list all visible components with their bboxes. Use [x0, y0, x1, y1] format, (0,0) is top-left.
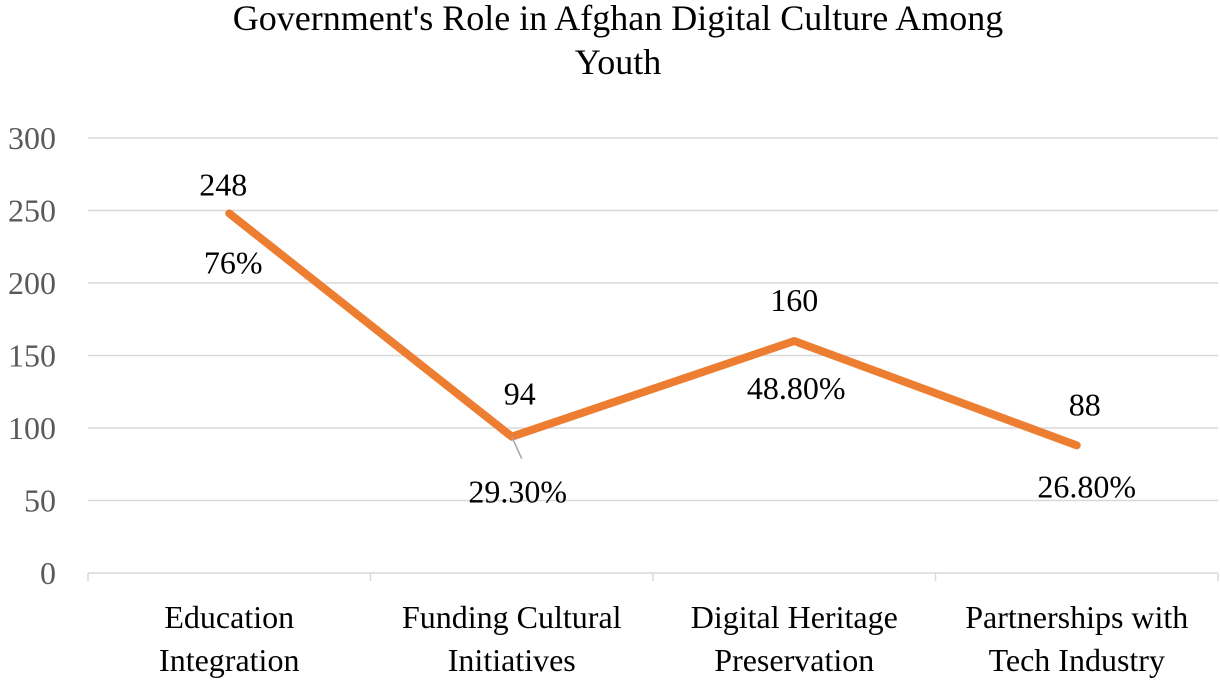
x-axis	[87, 572, 1219, 581]
y-axis-ticks: 0 50 100 150 200 250 300	[8, 120, 56, 591]
x-tick-label: Tech Industry	[989, 642, 1165, 678]
y-tick-label: 200	[8, 265, 56, 301]
data-point	[1075, 444, 1078, 447]
data-label-value: 94	[504, 376, 536, 412]
chart-title-line: Youth	[575, 42, 661, 82]
x-tick-label: Preservation	[714, 642, 874, 678]
x-tick-label: Education	[164, 599, 294, 635]
data-labels: 248 76% 94 29.30% 160 48.80% 88 26.80%	[199, 166, 1136, 509]
x-tick-label: Integration	[159, 642, 299, 678]
y-tick-label: 50	[24, 483, 56, 519]
data-label-percent: 76%	[204, 244, 263, 280]
series-line	[225, 209, 1081, 460]
leader-line	[511, 436, 523, 460]
y-tick-label: 250	[8, 193, 56, 229]
data-label-value: 88	[1069, 386, 1101, 422]
y-tick-label: 0	[40, 555, 56, 591]
data-point	[793, 340, 796, 342]
data-label-percent: 26.80%	[1037, 468, 1136, 504]
y-tick-label: 150	[8, 338, 56, 374]
x-tick-label: Digital Heritage	[691, 599, 898, 635]
y-tick-label: 300	[8, 120, 56, 156]
data-label-percent: 48.80%	[747, 370, 846, 406]
x-tick-label: Funding Cultural	[402, 599, 622, 635]
x-tick-label: Initiatives	[448, 642, 576, 678]
x-tick-label: Partnerships with	[965, 599, 1188, 635]
data-label-value: 160	[770, 282, 818, 318]
series-line-path	[225, 209, 1081, 450]
y-tick-label: 100	[8, 410, 56, 446]
chart-title: Government's Role in Afghan Digital Cult…	[233, 0, 1003, 82]
data-label-value: 248	[199, 166, 247, 202]
gridlines	[88, 137, 1218, 502]
x-axis-ticks: Education Integration Funding Cultural Init…	[159, 599, 1188, 678]
data-point	[228, 212, 231, 215]
chart-title-line: Government's Role in Afghan Digital Cult…	[233, 0, 1003, 38]
data-label-percent: 29.30%	[468, 474, 567, 510]
